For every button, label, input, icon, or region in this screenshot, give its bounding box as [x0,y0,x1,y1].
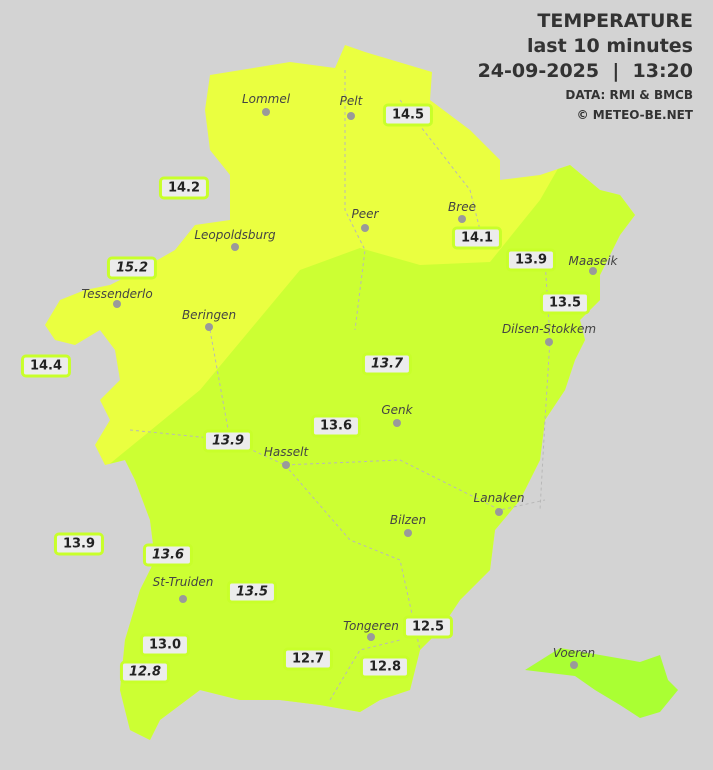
temperature-reading[interactable]: 12.5 [402,615,454,639]
city-label: Lanaken [473,491,525,505]
city-marker [404,529,412,537]
temperature-reading[interactable]: 13.9 [505,248,557,272]
city-marker [570,661,578,669]
temperature-reading[interactable]: 13.6 [142,543,194,567]
city-label: Beringen [181,308,237,322]
city-marker [262,108,270,116]
temperature-reading[interactable]: 13.0 [139,633,191,657]
city-label: Lommel [241,92,291,106]
city-label: Tessenderlo [81,287,153,301]
map-subtitle: last 10 minutes [526,35,693,57]
city-label: Bree [448,200,476,214]
city-label: Genk [381,403,413,417]
city-label: Pelt [339,94,363,108]
temperature-reading[interactable]: 13.5 [539,291,591,315]
temperature-reading[interactable]: 13.5 [226,580,278,604]
city-marker [495,508,503,516]
data-source: DATA: RMI & BMCB [565,88,693,102]
temperature-reading[interactable]: 12.8 [359,655,411,679]
city-label: Bilzen [389,513,427,527]
temperature-reading[interactable]: 15.2 [106,256,158,280]
city-marker [545,338,553,346]
temperature-reading[interactable]: 13.6 [310,414,362,438]
temperature-reading[interactable]: 13.9 [53,532,105,556]
city-marker [393,419,401,427]
roads [129,70,551,701]
city-marker [113,300,121,308]
city-label: Dilsen-Stokkem [501,322,597,336]
map-title: TEMPERATURE [537,10,693,32]
city-marker [231,243,239,251]
city-label: Maaseik [568,254,618,268]
city-marker [179,595,187,603]
city-label: Peer [351,207,379,221]
copyright: © METEO-BE.NET [576,108,693,122]
temperature-reading[interactable]: 14.4 [20,354,72,378]
temperature-reading[interactable]: 12.7 [282,647,334,671]
city-marker [347,112,355,120]
city-label: Hasselt [263,445,309,459]
city-label: St-Truiden [152,575,214,589]
city-label: Tongeren [343,619,399,633]
city-marker [205,323,213,331]
temperature-reading[interactable]: 13.9 [202,429,254,453]
city-marker [282,461,290,469]
city-marker [589,267,597,275]
temperature-reading[interactable]: 13.7 [361,352,413,376]
temperature-reading[interactable]: 14.5 [382,103,434,127]
city-label: Leopoldsburg [194,228,276,242]
temperature-reading[interactable]: 14.2 [158,176,210,200]
city-label: Voeren [552,646,596,660]
city-marker [458,215,466,223]
city-marker [361,224,369,232]
city-marker [367,633,375,641]
zone-voeren [525,648,678,718]
temperature-reading[interactable]: 12.8 [119,660,171,684]
temperature-reading[interactable]: 14.1 [451,226,503,250]
map-datetime: 24-09-2025 | 13:20 [477,60,693,82]
